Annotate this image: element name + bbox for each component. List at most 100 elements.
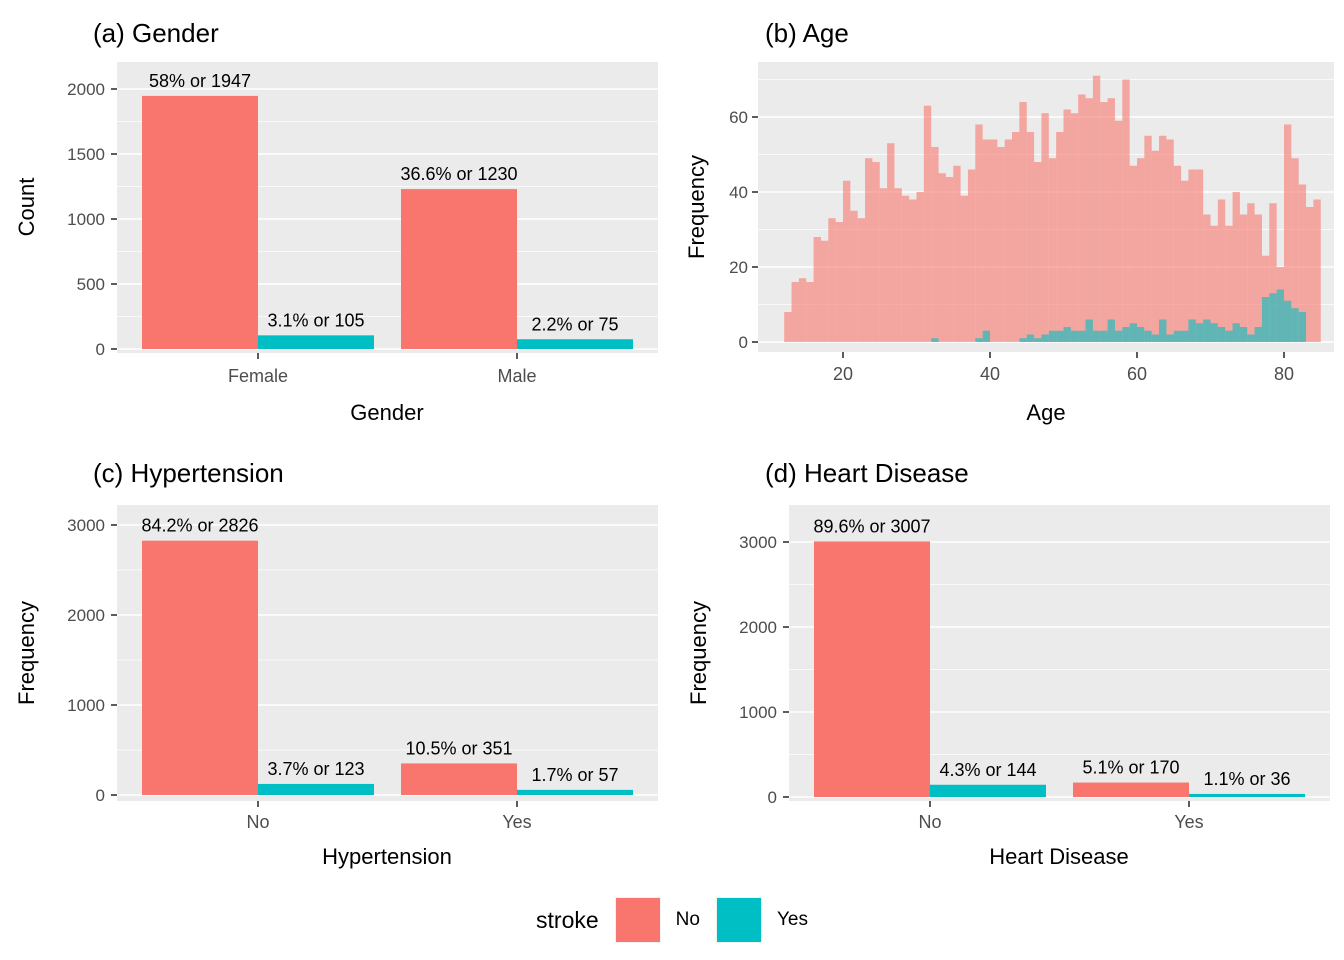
panel-hypertension: 0 1000 2000 3000 84.2% or 2826 3.7% or 123 No 1…	[14, 458, 658, 869]
hist-bin	[1078, 330, 1086, 342]
bar-yes-no	[1073, 782, 1189, 797]
hist-bin	[901, 195, 910, 342]
hist-bin	[1261, 297, 1270, 342]
hist-bin	[1041, 334, 1049, 342]
y-tick-label: 0	[768, 788, 777, 807]
hist-bin	[1298, 184, 1307, 342]
bar-male-yes	[517, 339, 633, 349]
hist-bin	[1298, 312, 1307, 342]
hist-bin	[990, 139, 998, 342]
hist-bin	[1034, 338, 1042, 342]
x-tick-label: 40	[980, 364, 1000, 384]
y-axis-title: Frequency	[684, 155, 709, 259]
hist-bin	[938, 173, 946, 342]
hist-bin	[1195, 169, 1204, 342]
hist-bin	[1070, 330, 1079, 342]
hist-bin	[1114, 330, 1123, 342]
bar-yes-no	[401, 763, 517, 795]
bar-no-yes	[258, 783, 374, 795]
legend-swatch-yes	[715, 897, 762, 943]
hist-bin	[931, 147, 939, 342]
hist-bin	[1269, 293, 1277, 342]
y-tick-label: 3000	[739, 533, 777, 552]
hist-bin	[1144, 135, 1152, 342]
hist-bin	[1056, 330, 1064, 342]
hist-bin	[1041, 113, 1049, 342]
hist-bin	[1239, 327, 1248, 342]
hist-series-no	[784, 75, 1321, 342]
y-tick-label: 500	[77, 275, 105, 294]
hist-bin	[1100, 102, 1108, 342]
bar-value-label: 84.2% or 2826	[141, 516, 258, 536]
hist-bin	[1159, 319, 1167, 342]
bar-male-no	[401, 189, 517, 349]
hist-bin	[1107, 319, 1115, 342]
hist-bin	[1122, 327, 1130, 342]
y-tick-label: 40	[729, 183, 748, 202]
hist-bin	[1092, 75, 1101, 342]
hist-bin	[1012, 132, 1020, 342]
bar-value-label: 89.6% or 3007	[813, 516, 930, 536]
hist-bin	[843, 180, 851, 342]
hist-bin	[894, 188, 902, 342]
hist-bin	[1144, 330, 1152, 342]
legend-label-yes: Yes	[776, 909, 808, 930]
hist-bin	[1203, 214, 1211, 342]
hist-bin	[1034, 162, 1042, 342]
panel-title: (c) Hypertension	[93, 458, 284, 488]
hist-bin	[1100, 330, 1108, 342]
bar-value-label: 3.7% or 123	[267, 759, 364, 779]
x-tick-label: Female	[228, 366, 288, 386]
hist-bin	[916, 192, 924, 342]
legend-label-no: No	[675, 909, 700, 930]
hist-bin	[1291, 308, 1299, 342]
y-tick-label: 1000	[739, 703, 777, 722]
hist-bin	[1166, 139, 1174, 342]
gender-plot-area: 0 500 1000 1500 2000 58% or 1947 3.1% or 105 Fe…	[67, 62, 658, 386]
hist-bin	[1247, 334, 1255, 342]
hist-series-yes	[931, 289, 1307, 342]
hist-bin	[909, 199, 917, 342]
hist-bin	[1048, 330, 1057, 342]
y-axis-title: Frequency	[14, 601, 39, 705]
y-tick-label: 3000	[67, 516, 105, 535]
hist-bin	[1063, 109, 1071, 342]
hist-bin	[1019, 102, 1027, 342]
hist-bin	[1210, 323, 1218, 342]
panel-title: (a) Gender	[93, 18, 219, 48]
hist-bin	[1225, 225, 1233, 342]
panel-gender: 0 500 1000 1500 2000 58% or 1947 3.1% or 105 Fe…	[14, 18, 658, 425]
hist-bin	[887, 143, 895, 342]
bar-value-label: 1.1% or 36	[1203, 769, 1290, 789]
hist-bin	[1284, 124, 1292, 342]
bar-value-label: 2.2% or 75	[531, 314, 618, 334]
hist-bin	[1254, 327, 1262, 342]
hist-bin	[923, 105, 932, 342]
bar-yes-yes	[1189, 793, 1305, 797]
hist-bin	[997, 147, 1005, 342]
hist-bin	[784, 312, 792, 342]
hist-bin	[828, 218, 836, 342]
legend-item-no: No	[614, 897, 700, 943]
hist-bin	[1254, 214, 1262, 342]
y-tick-label: 1500	[67, 145, 105, 164]
hist-bin	[1151, 150, 1160, 342]
hist-bin	[982, 330, 990, 342]
y-tick-label: 2000	[67, 606, 105, 625]
hist-bin	[1181, 330, 1189, 342]
y-tick-label: 2000	[739, 618, 777, 637]
panel-grid: 0 500 1000 1500 2000 58% or 1947 3.1% or 105 Fe…	[14, 18, 1334, 869]
bar-value-label: 5.1% or 170	[1082, 758, 1179, 778]
x-tick-label: Yes	[1174, 812, 1203, 832]
legend-item-yes: Yes	[715, 897, 808, 943]
bar-value-label: 1.7% or 57	[531, 765, 618, 785]
hist-bin	[1181, 180, 1189, 342]
hist-bin	[1313, 199, 1321, 342]
hist-bin	[1063, 327, 1071, 342]
hist-bin	[1247, 203, 1255, 342]
legend-title: stroke	[536, 906, 599, 933]
hist-bin	[1217, 199, 1226, 342]
bar-no-yes	[930, 784, 1046, 797]
y-tick-label: 0	[96, 786, 105, 805]
